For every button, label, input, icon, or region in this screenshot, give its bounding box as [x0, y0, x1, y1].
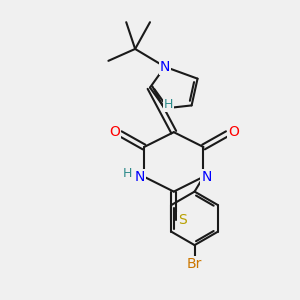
Text: H: H	[123, 167, 132, 180]
Text: N: N	[134, 170, 145, 184]
Text: S: S	[178, 213, 187, 227]
Text: O: O	[228, 125, 239, 139]
Text: N: N	[201, 170, 212, 184]
Text: H: H	[164, 98, 173, 112]
Text: N: N	[160, 60, 170, 74]
Text: Br: Br	[187, 256, 202, 271]
Text: O: O	[109, 125, 120, 139]
